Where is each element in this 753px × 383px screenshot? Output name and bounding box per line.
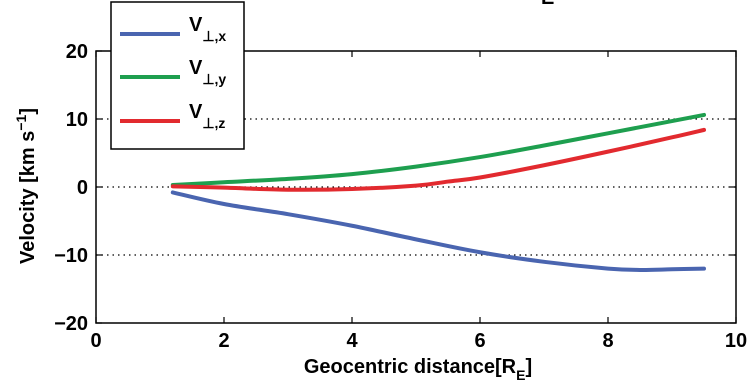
legend-label-vx: V⊥,x [189, 14, 226, 44]
partial-title-subscript: E [541, 0, 554, 9]
series-lines [170, 112, 706, 272]
axis-ticks: 0 2 4 6 8 10 20 10 0 −10 −20 [54, 41, 747, 352]
x-tick-label: 10 [725, 330, 747, 352]
series-line-vx [170, 190, 706, 272]
series-line-vy [170, 112, 706, 187]
x-tick-label: 8 [602, 330, 613, 352]
legend-label-vy: V⊥,y [189, 57, 226, 87]
x-tick-label: 2 [218, 330, 229, 352]
x-tick-label: 6 [474, 330, 485, 352]
y-tick-label: −20 [54, 313, 88, 335]
y-axis-label: Velocity [km s−1] [13, 108, 39, 264]
y-tick-label: 0 [77, 177, 88, 199]
x-tick-label: 0 [90, 330, 101, 352]
x-tick-label: 4 [346, 330, 358, 352]
x-axis-label: Geocentric distance[RE] [304, 356, 532, 383]
series-line-vz [170, 127, 706, 192]
y-tick-label: 10 [66, 109, 88, 131]
y-tick-label: 20 [66, 41, 88, 63]
legend-label-vz: V⊥,z [189, 101, 225, 131]
y-tick-label: −10 [54, 245, 88, 267]
legend: V⊥,x V⊥,y V⊥,z [110, 1, 245, 150]
